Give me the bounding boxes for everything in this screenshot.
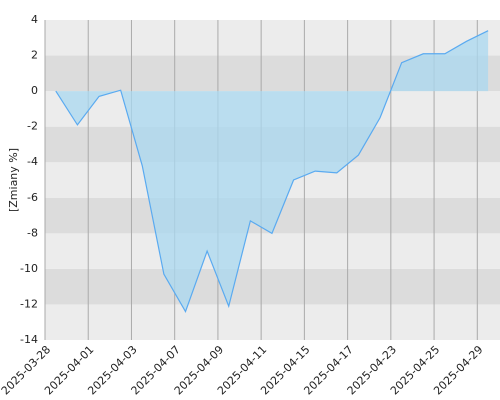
line (55, 30, 489, 313)
y-tick-label: -6 (27, 191, 38, 204)
y-tick-label: -8 (27, 226, 38, 239)
y-tick-label: 2 (31, 49, 38, 62)
y-tick-label: -10 (20, 262, 38, 275)
y-axis-label: [Zmiany %] (7, 148, 20, 212)
y-tick-label: 0 (31, 84, 38, 97)
grid-band (45, 268, 500, 305)
y-tick-label: -12 (20, 297, 38, 310)
grid-band (45, 20, 500, 56)
y-tick-label: -2 (27, 120, 38, 133)
area (55, 30, 489, 312)
y-tick-label: 4 (31, 13, 38, 26)
grid-band (45, 233, 500, 269)
y-tick-label: -4 (27, 155, 38, 168)
grid-band (45, 304, 500, 340)
y-tick-label: -14 (20, 333, 38, 346)
